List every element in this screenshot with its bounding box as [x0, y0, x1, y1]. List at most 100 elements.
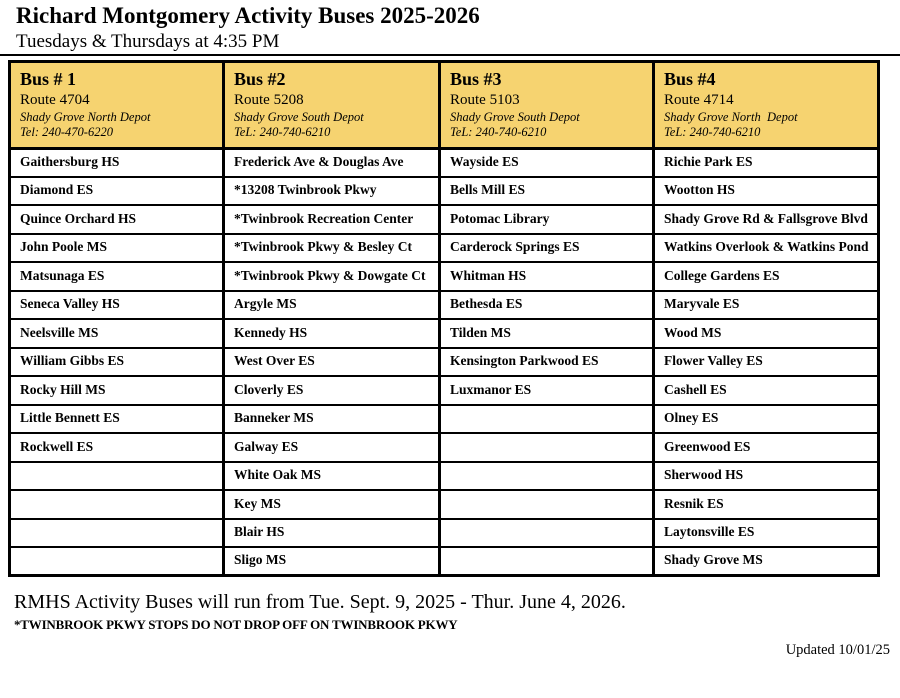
- stop-cell: Galway ES: [222, 432, 441, 463]
- stop-cell: Maryvale ES: [652, 290, 880, 321]
- table-row: Key MS Resnik ES: [8, 489, 880, 520]
- table-row: Gaithersburg HS Frederick Ave & Douglas A…: [8, 147, 880, 178]
- bus-3-tel: TeL: 240-740-6210: [450, 125, 547, 140]
- stop-cell: Richie Park ES: [652, 147, 880, 178]
- bus-2-name: Bus #2: [234, 68, 286, 89]
- stop-cell: Resnik ES: [652, 489, 880, 520]
- stop-cell: Sligo MS: [222, 546, 441, 578]
- stop-cell: Laytonsville ES: [652, 518, 880, 549]
- stop-cell: Gaithersburg HS: [8, 147, 225, 178]
- stop-cell: Frederick Ave & Douglas Ave: [222, 147, 441, 178]
- stop-cell: [438, 546, 655, 578]
- table-row: John Poole MS *Twinbrook Pkwy & Besley Ct…: [8, 233, 880, 264]
- stop-cell: Neelsville MS: [8, 318, 225, 349]
- stop-cell: [438, 461, 655, 492]
- bus-2-depot: Shady Grove South Depot: [234, 109, 364, 124]
- bus-2-route: Route 5208: [234, 91, 304, 108]
- stop-cell: Potomac Library: [438, 204, 655, 235]
- stop-cell: *Twinbrook Pkwy & Besley Ct: [222, 233, 441, 264]
- stop-cell: Cashell ES: [652, 375, 880, 406]
- table-row: Rockwell ES Galway ES Greenwood ES: [8, 432, 880, 463]
- stop-cell: *13208 Twinbrook Pkwy: [222, 176, 441, 207]
- stop-cell: [438, 518, 655, 549]
- table-row: Quince Orchard HS *Twinbrook Recreation C…: [8, 204, 880, 235]
- bus-1-route: Route 4704: [20, 91, 90, 108]
- stop-cell: Greenwood ES: [652, 432, 880, 463]
- stop-cell: John Poole MS: [8, 233, 225, 264]
- stop-cell: White Oak MS: [222, 461, 441, 492]
- stop-cell: Watkins Overlook & Watkins Pond: [652, 233, 880, 264]
- stop-cell: Tilden MS: [438, 318, 655, 349]
- stop-cell: Shady Grove Rd & Fallsgrove Blvd: [652, 204, 880, 235]
- bus-3-header: Bus #3 Route 5103 Shady Grove South Depo…: [438, 59, 655, 150]
- page-subtitle: Tuesdays & Thursdays at 4:35 PM: [16, 30, 280, 52]
- stop-cell: [8, 461, 225, 492]
- stop-cell: *Twinbrook Pkwy & Dowgate Ct: [222, 261, 441, 292]
- table-row: Neelsville MS Kennedy HS Tilden MS Wood MS: [8, 318, 880, 349]
- twinbrook-note: *TWINBROOK PKWY STOPS DO NOT DROP OFF ON…: [14, 617, 458, 633]
- document-footer: RMHS Activity Buses will run from Tue. S…: [0, 590, 900, 633]
- stop-cell: [438, 489, 655, 520]
- table-row: Rocky Hill MS Cloverly ES Luxmanor ES Cashe…: [8, 375, 880, 406]
- stop-cell: West Over ES: [222, 347, 441, 378]
- bus-3-depot: Shady Grove South Depot: [450, 109, 580, 124]
- stop-cell: Luxmanor ES: [438, 375, 655, 406]
- table-row: Matsunaga ES *Twinbrook Pkwy & Dowgate Ct…: [8, 261, 880, 292]
- stop-cell: [8, 546, 225, 578]
- stop-cell: Bethesda ES: [438, 290, 655, 321]
- bus-2-tel: TeL: 240-740-6210: [234, 125, 331, 140]
- stop-cell: Cloverly ES: [222, 375, 441, 406]
- stop-cell: Carderock Springs ES: [438, 233, 655, 264]
- table-row: Sligo MS Shady Grove MS: [8, 546, 880, 578]
- stop-cell: Rocky Hill MS: [8, 375, 225, 406]
- stop-cell: Blair HS: [222, 518, 441, 549]
- bus-table-header: Bus # 1 Route 4704 Shady Grove North Dep…: [8, 59, 880, 150]
- page-title: Richard Montgomery Activity Buses 2025-2…: [16, 3, 480, 28]
- bus-3-name: Bus #3: [450, 68, 502, 89]
- stop-cell: Little Bennett ES: [8, 404, 225, 435]
- stop-cell: Wood MS: [652, 318, 880, 349]
- stop-cell: William Gibbs ES: [8, 347, 225, 378]
- document-heading: Richard Montgomery Activity Buses 2025-2…: [0, 0, 900, 56]
- table-row: Blair HS Laytonsville ES: [8, 518, 880, 549]
- stop-cell: [8, 489, 225, 520]
- stop-cell: Shady Grove MS: [652, 546, 880, 578]
- stop-cell: Rockwell ES: [8, 432, 225, 463]
- stop-cell: Flower Valley ES: [652, 347, 880, 378]
- stop-cell: Sherwood HS: [652, 461, 880, 492]
- bus-1-depot: Shady Grove North Depot: [20, 109, 151, 124]
- stop-cell: Diamond ES: [8, 176, 225, 207]
- bus-3-route: Route 5103: [450, 91, 520, 108]
- stop-cell: Olney ES: [652, 404, 880, 435]
- updated-date: Updated 10/01/25: [785, 642, 890, 659]
- stop-cell: Quince Orchard HS: [8, 204, 225, 235]
- bus-4-name: Bus #4: [664, 68, 716, 89]
- table-row: White Oak MS Sherwood HS: [8, 461, 880, 492]
- table-row: Diamond ES *13208 Twinbrook Pkwy Bells Mil…: [8, 176, 880, 207]
- bus-4-depot: Shady Grove North Depot: [664, 109, 798, 124]
- table-row: William Gibbs ES West Over ES Kensington P…: [8, 347, 880, 378]
- bus-4-header: Bus #4 Route 4714 Shady Grove North Depo…: [652, 59, 880, 150]
- header-row: Bus # 1 Route 4704 Shady Grove North Dep…: [8, 59, 880, 150]
- stop-cell: [438, 404, 655, 435]
- bus-1-name: Bus # 1: [20, 68, 77, 89]
- bus-schedule-table: Bus # 1 Route 4704 Shady Grove North Dep…: [8, 59, 880, 578]
- bus-4-tel: TeL: 240-740-6210: [664, 125, 761, 140]
- bus-4-route: Route 4714: [664, 91, 734, 108]
- stop-cell: Argyle MS: [222, 290, 441, 321]
- stop-cell: [8, 518, 225, 549]
- stop-cell: Banneker MS: [222, 404, 441, 435]
- stop-cell: Kennedy HS: [222, 318, 441, 349]
- table-row: Seneca Valley HS Argyle MS Bethesda ES Mary…: [8, 290, 880, 321]
- stop-cell: College Gardens ES: [652, 261, 880, 292]
- stop-cell: Whitman HS: [438, 261, 655, 292]
- stop-cell: Kensington Parkwood ES: [438, 347, 655, 378]
- stop-cell: Matsunaga ES: [8, 261, 225, 292]
- bus-2-header: Bus #2 Route 5208 Shady Grove South Depo…: [222, 59, 441, 150]
- stop-cell: Wayside ES: [438, 147, 655, 178]
- table-row: Little Bennett ES Banneker MS Olney ES: [8, 404, 880, 435]
- stop-cell: *Twinbrook Recreation Center: [222, 204, 441, 235]
- stops-body: Gaithersburg HS Frederick Ave & Douglas A…: [8, 147, 880, 578]
- stop-cell: Seneca Valley HS: [8, 290, 225, 321]
- stop-cell: Key MS: [222, 489, 441, 520]
